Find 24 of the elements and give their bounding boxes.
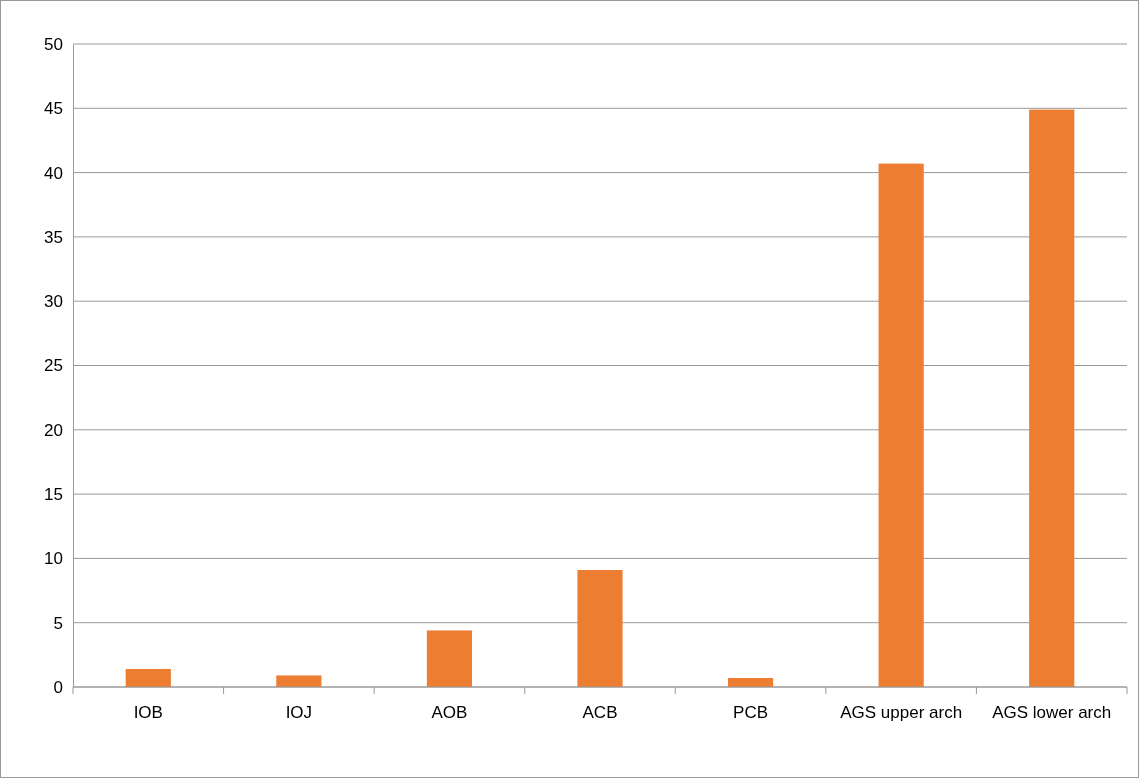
y-tick-label: 20 [44, 420, 63, 440]
y-tick-label: 25 [44, 356, 63, 376]
y-tick-label: 5 [53, 613, 63, 633]
x-tick-label: AGS lower arch [992, 703, 1112, 722]
x-tick-label: PCB [733, 703, 769, 722]
x-tick-label: IOJ [285, 703, 313, 722]
x-tick-label: AGS upper arch [840, 703, 963, 722]
y-tick-label: 45 [44, 99, 63, 119]
y-tick-label: 40 [44, 163, 63, 183]
bar [276, 675, 322, 687]
bar [125, 669, 171, 687]
y-tick-label: 30 [44, 292, 63, 312]
x-tick-label: ACB [582, 703, 618, 722]
y-tick-label: 10 [44, 549, 63, 569]
x-tick-label: AOB [431, 703, 468, 722]
y-tick-label: 15 [44, 485, 63, 505]
bar [426, 630, 473, 687]
y-tick-label: 35 [44, 227, 63, 247]
y-tick-label: 50 [44, 34, 63, 54]
bar [878, 163, 924, 687]
x-tick-label: IOB [133, 703, 163, 722]
bar [577, 569, 623, 687]
bar [1029, 109, 1075, 687]
y-tick-label: 0 [53, 677, 63, 697]
